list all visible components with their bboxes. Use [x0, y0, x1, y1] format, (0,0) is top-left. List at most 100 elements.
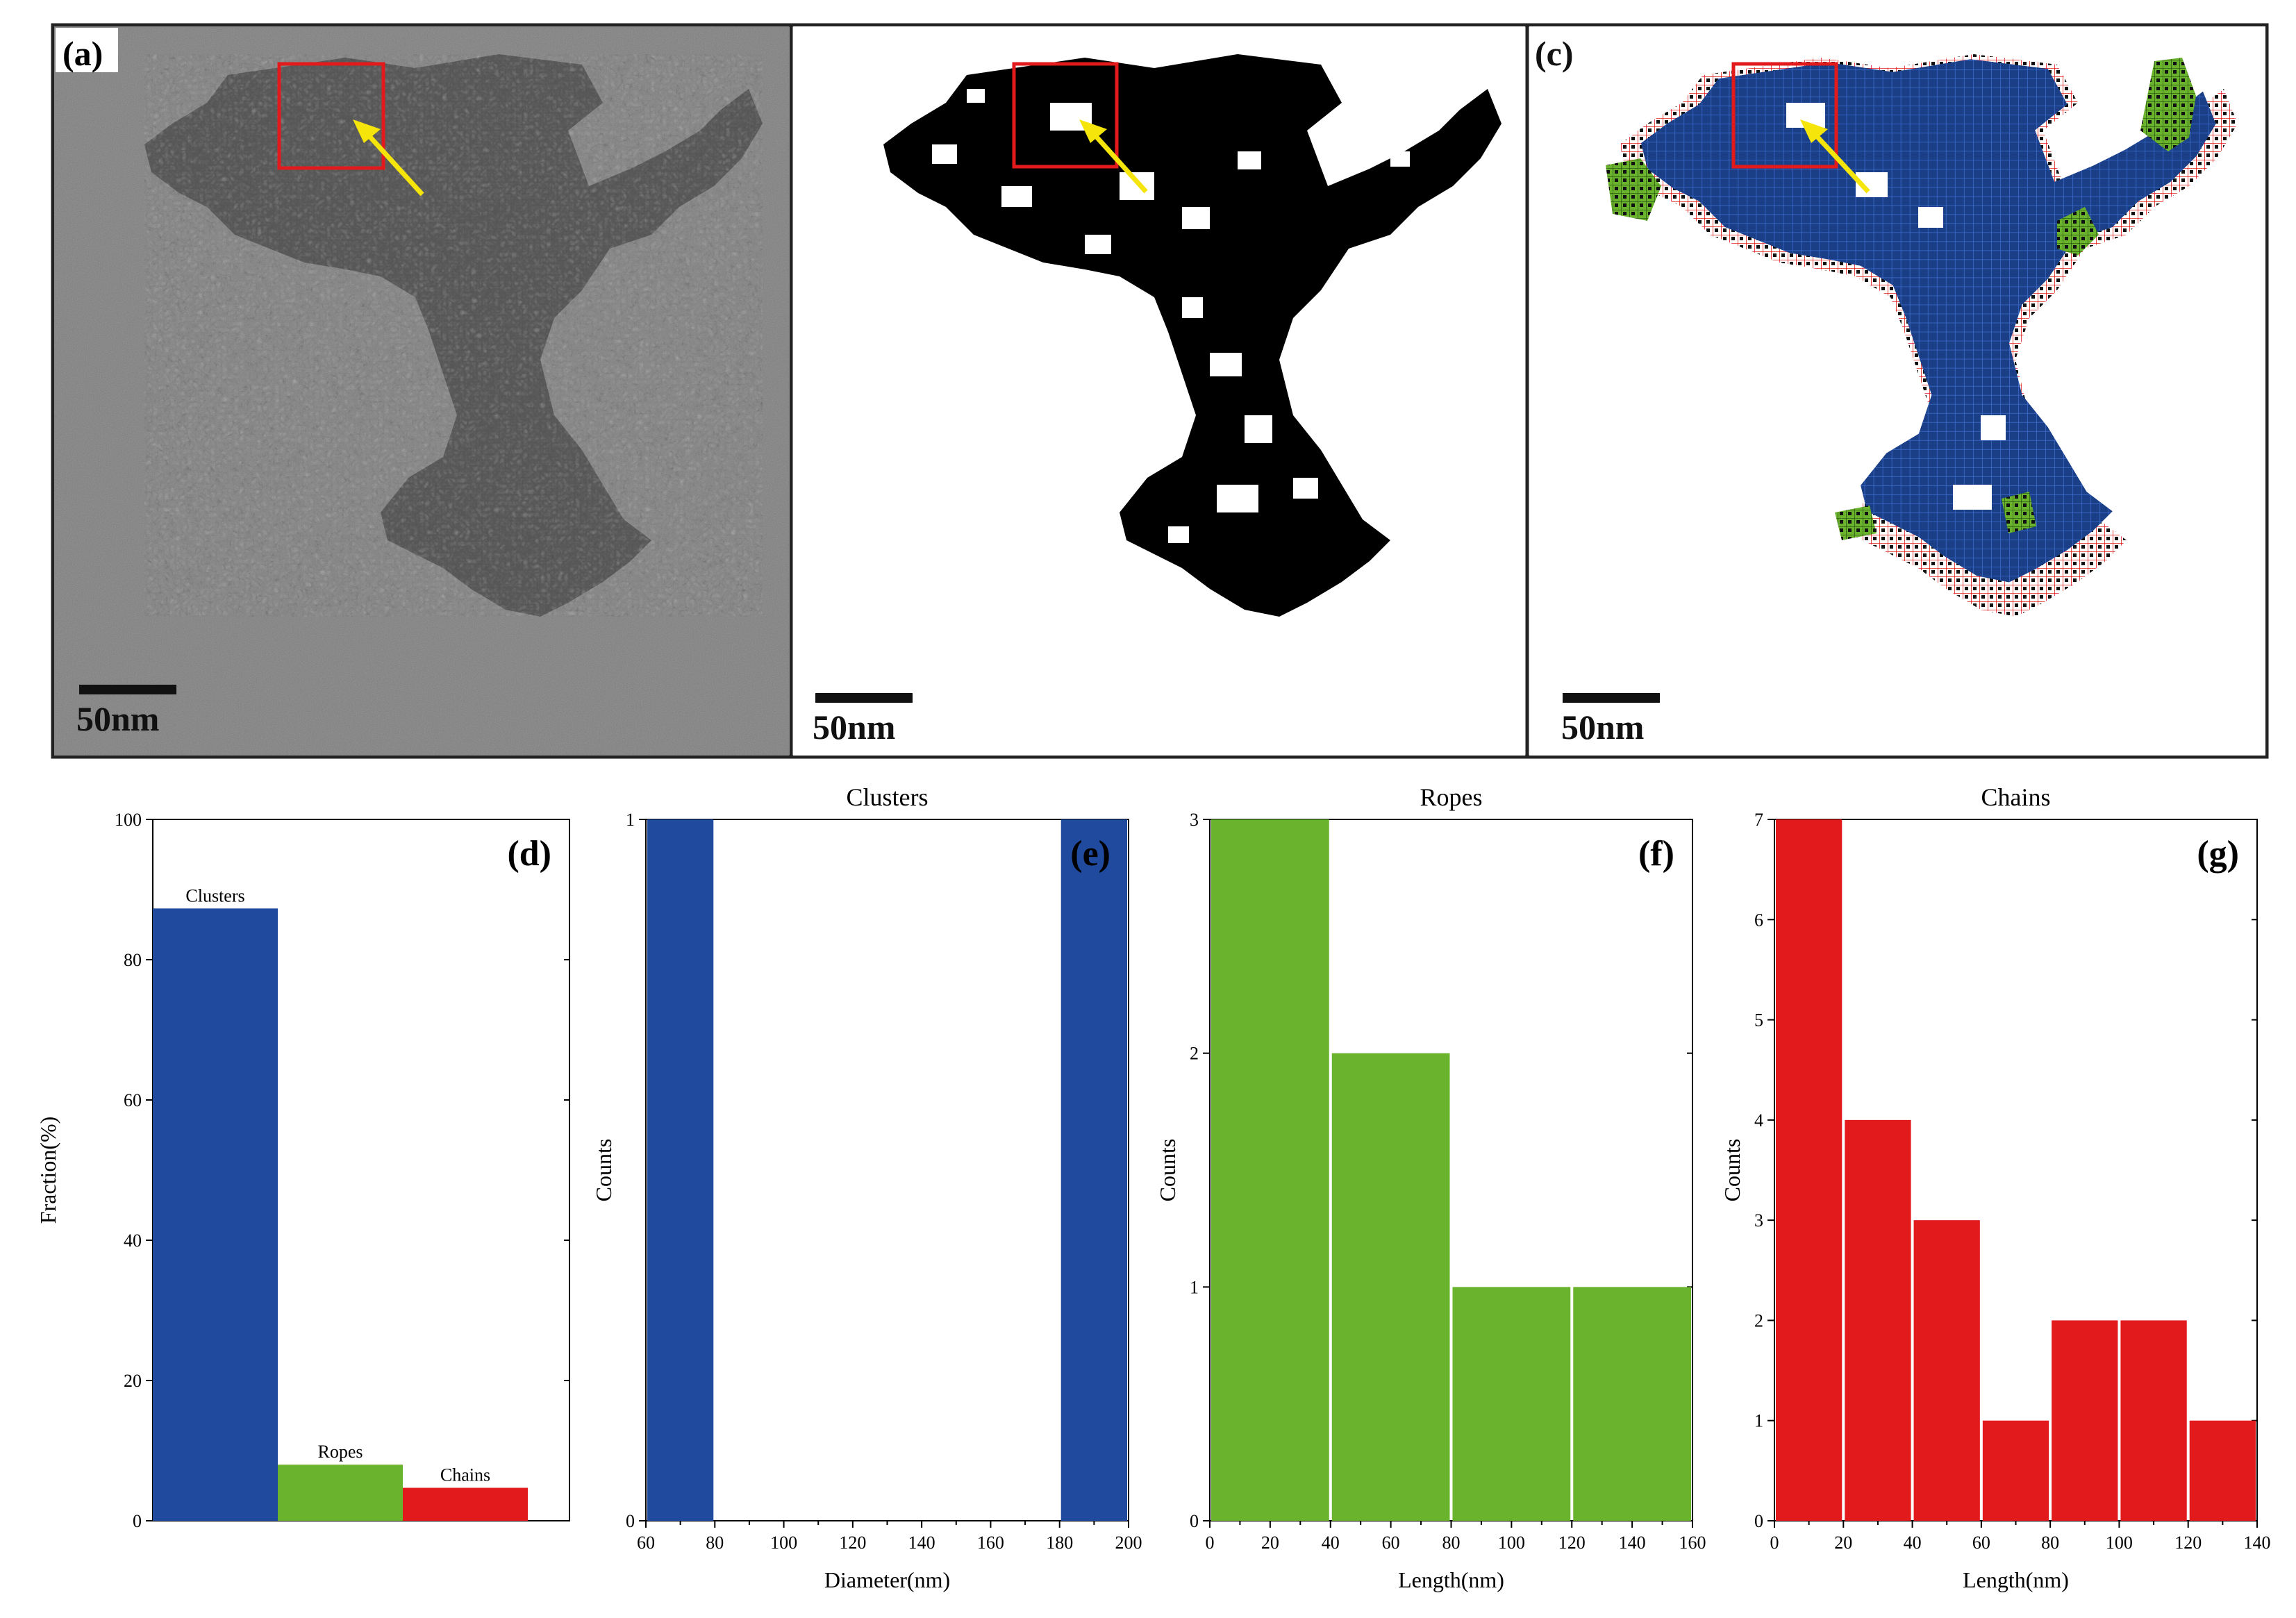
histogram-bar [647, 819, 714, 1521]
bar-label-ropes: Ropes [318, 1442, 363, 1462]
arrow-a [353, 119, 424, 197]
y-tick-label: 80 [124, 950, 142, 970]
y-tick-label: 3 [1190, 810, 1199, 830]
histogram-bar [1573, 1287, 1691, 1521]
classified-aggregate [1606, 54, 2238, 617]
chart-f: 0 1 2 3 0 20 40 60 80 100 120 140 160 Length(nm) Ropes… [1155, 783, 1706, 1592]
chart-d: 0 20 40 60 80 100 Clusters Ropes Chains Fraction(… [35, 810, 570, 1531]
panel-label-e: (e) [1070, 834, 1110, 874]
x-tick-label: 140 [908, 1533, 935, 1553]
chart-title: Chains [1981, 783, 2050, 811]
x-tick-label: 120 [839, 1533, 866, 1553]
x-tick-label: 20 [1261, 1533, 1279, 1553]
binary-aggregate [883, 54, 1501, 617]
x-tick-label: 40 [1322, 1533, 1340, 1553]
panel-label-g: (g) [2197, 834, 2239, 874]
bar-ropes [278, 1465, 403, 1521]
y-axis-label: Counts [1155, 1139, 1180, 1202]
x-axis-label: Length(nm) [1963, 1567, 2069, 1592]
x-tick-label: 120 [1558, 1533, 1586, 1553]
histogram-bar [1452, 1287, 1571, 1521]
x-tick-label: 60 [1972, 1533, 1990, 1553]
x-tick-label: 100 [2106, 1533, 2133, 1553]
x-tick-label: 140 [1619, 1533, 1646, 1553]
y-tick-label: 6 [1754, 910, 1763, 930]
highlight-box-c [1731, 62, 1838, 169]
x-tick-label: 80 [706, 1533, 724, 1553]
x-tick-label: 60 [1382, 1533, 1400, 1553]
rope-region-1 [1606, 158, 1661, 221]
y-tick-label: 0 [626, 1511, 635, 1531]
x-tick-label: 160 [1679, 1533, 1706, 1553]
x-tick-label: 120 [2174, 1533, 2202, 1553]
x-tick-label: 40 [1904, 1533, 1922, 1553]
y-axis-label: Counts [591, 1139, 616, 1202]
x-tick-label: 80 [2041, 1533, 2059, 1553]
x-tick-label: 100 [1498, 1533, 1525, 1553]
y-tick-label: 3 [1754, 1210, 1763, 1231]
rope-region-2 [2140, 58, 2196, 151]
y-tick-label: 40 [124, 1231, 142, 1251]
rope-region-3 [2057, 207, 2099, 256]
x-tick-label: 140 [2244, 1533, 2271, 1553]
plot-area-e [645, 819, 1129, 1521]
panel-label-b: (b) [801, 34, 844, 73]
bar-chains [403, 1487, 528, 1521]
histogram-bar [1982, 1420, 2049, 1521]
y-tick-label: 5 [1754, 1010, 1763, 1031]
histogram-bar [1776, 819, 1842, 1521]
x-axis-label: Diameter(nm) [824, 1567, 950, 1592]
scale-bar-a [79, 685, 176, 694]
x-tick-label: 200 [1115, 1533, 1142, 1553]
y-tick-label: 7 [1754, 810, 1763, 830]
panel-label-f: (f) [1638, 834, 1674, 874]
histogram-bar [1331, 1053, 1450, 1521]
panel-label-d: (d) [507, 834, 551, 874]
scale-bar-c [1563, 693, 1660, 703]
histogram-bar [1913, 1220, 1980, 1521]
histogram-bar [2189, 1420, 2256, 1521]
y-tick-label: 20 [124, 1371, 142, 1391]
histogram-bar [1845, 1119, 1911, 1521]
x-tick-label: 80 [1442, 1533, 1461, 1553]
arrow-b [1079, 119, 1148, 194]
y-tick-label: 0 [133, 1511, 142, 1531]
y-tick-label: 60 [124, 1090, 142, 1110]
x-tick-label: 60 [637, 1533, 655, 1553]
y-tick-label: 1 [1754, 1411, 1763, 1431]
highlight-box-a [277, 62, 385, 170]
y-axis-label: Counts [1720, 1139, 1745, 1202]
histogram-bar [2120, 1320, 2187, 1521]
rope-region-4 [1835, 506, 1877, 540]
x-tick-label: 160 [977, 1533, 1004, 1553]
image-strip-frame [51, 23, 2269, 759]
y-tick-label: 0 [1190, 1511, 1199, 1531]
histogram-bar [1211, 819, 1329, 1521]
x-axis-label: Length(nm) [1398, 1567, 1504, 1592]
arrow-c [1800, 119, 1870, 194]
x-tick-label: 0 [1770, 1533, 1779, 1553]
histogram-bar [2052, 1320, 2118, 1521]
panel-a: (a) 50nm [54, 26, 789, 756]
panel-label-c: (c) [1535, 34, 1574, 73]
y-tick-label: 1 [1190, 1277, 1199, 1297]
highlight-box-b [1012, 62, 1119, 169]
panel-b: (b) 50nm [793, 26, 1525, 756]
x-tick-label: 180 [1046, 1533, 1073, 1553]
y-tick-label: 2 [1754, 1310, 1763, 1331]
y-tick-label: 4 [1754, 1110, 1763, 1131]
chart-title: Ropes [1420, 783, 1483, 811]
panel-label-a: (a) [63, 34, 103, 73]
y-axis-label: Fraction(%) [35, 1117, 60, 1224]
x-tick-label: 100 [770, 1533, 797, 1553]
scale-bar-b [815, 693, 913, 703]
scale-label-a: 50nm [76, 699, 159, 738]
chart-g: 0 1 2 3 4 5 6 7 0 20 40 60 80 100 120 140 Length(nm) Chai… [1720, 783, 2271, 1592]
x-tick-label: 0 [1206, 1533, 1215, 1553]
y-tick-label: 0 [1754, 1511, 1763, 1531]
y-tick-label: 100 [115, 810, 142, 830]
bar-label-chains: Chains [440, 1465, 490, 1485]
x-tick-label: 20 [1834, 1533, 1852, 1553]
scale-label-c: 50nm [1561, 708, 1644, 747]
